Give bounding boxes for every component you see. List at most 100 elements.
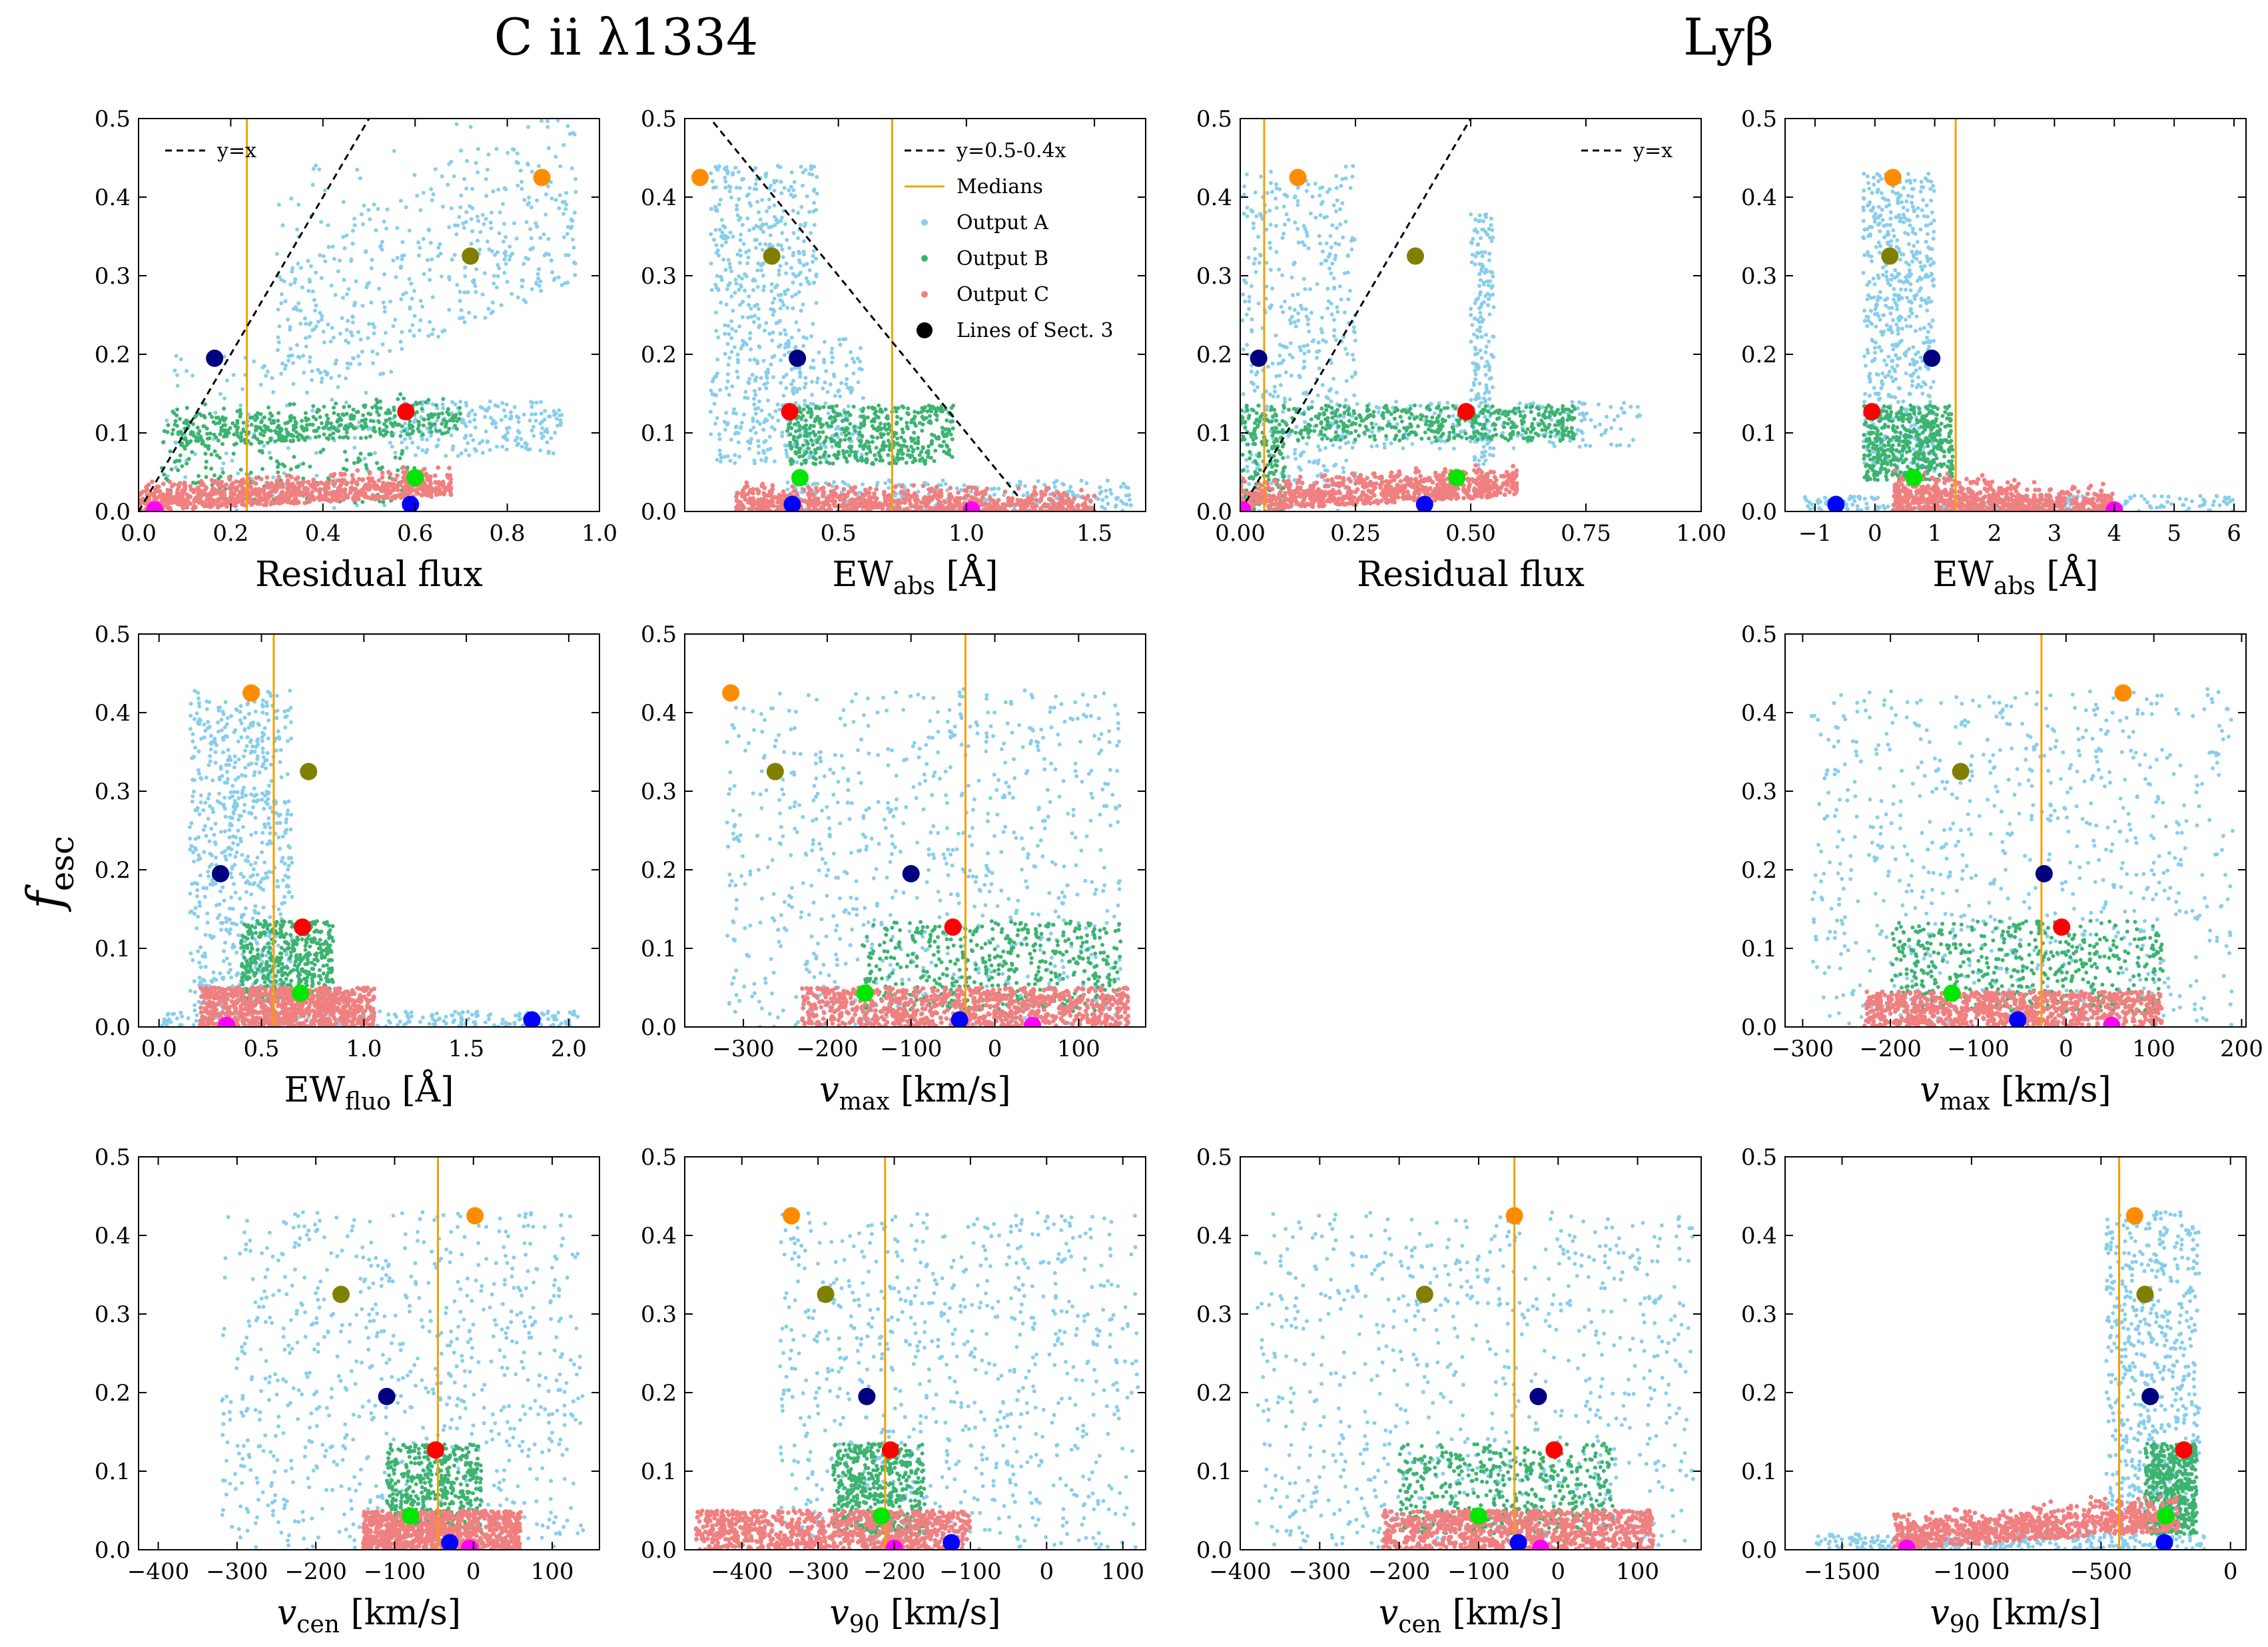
scatter-point-output-a [725, 454, 730, 458]
scatter-point-output-a [534, 400, 539, 405]
scatter-point-output-b [950, 437, 954, 442]
scatter-point-output-c [1016, 486, 1021, 491]
scatter-point-output-a [1245, 464, 1250, 469]
scatter-point-output-a [464, 400, 468, 405]
scatter-point-output-c [220, 489, 226, 494]
scatter-point-output-a [1060, 482, 1065, 486]
scatter-point-output-b [797, 424, 802, 428]
scatter-point-output-c [1030, 502, 1034, 507]
scatter-point-output-b [262, 424, 267, 428]
scatter-point-output-a [747, 248, 751, 253]
scatter-point-output-c [284, 486, 290, 491]
scatter-point-output-a [476, 218, 481, 223]
scatter-point-output-a [753, 246, 758, 250]
scatter-point-output-a [519, 437, 524, 442]
scatter-point-output-a [785, 480, 790, 485]
scatter-point-output-a [1342, 310, 1347, 315]
scatter-point-output-a [430, 402, 435, 406]
scatter-point-output-a [753, 431, 758, 436]
scatter-point-output-a [784, 261, 789, 266]
scatter-point-output-a [298, 308, 303, 313]
scatter-point-output-a [540, 420, 545, 424]
scatter-point-output-a [1268, 240, 1272, 245]
scatter-point-output-a [737, 260, 742, 265]
scatter-point-output-b [411, 429, 416, 434]
scatter-point-output-c [939, 488, 943, 493]
scatter-point-output-b [932, 459, 937, 464]
scatter-point-output-a [558, 421, 563, 426]
scatter-point-output-c [1070, 504, 1075, 509]
scatter-point-output-b [248, 470, 253, 475]
scatter-point-output-a [472, 418, 477, 422]
scatter-point-output-b [877, 415, 881, 420]
scatter-point-output-a [320, 376, 324, 381]
scatter-point-output-a [777, 408, 782, 412]
scatter-point-output-b [398, 392, 403, 396]
scatter-point-output-a [753, 412, 758, 416]
scatter-point-output-a [428, 278, 432, 282]
scatter-point-output-a [859, 452, 864, 457]
scatter-point-output-b [791, 434, 796, 439]
scatter-point-output-b [362, 425, 367, 430]
scatter-point-output-b [836, 413, 841, 418]
scatter-point-output-a [767, 205, 771, 210]
scatter-point-output-a [514, 236, 519, 241]
scatter-point-output-a [474, 267, 479, 272]
scatter-point-output-a [992, 492, 996, 497]
scatter-point-output-c [348, 490, 353, 495]
scatter-point-output-a [352, 436, 357, 440]
scatter-point-output-b [238, 412, 243, 416]
scatter-point-output-b [378, 406, 383, 410]
legend-label: Output B [956, 247, 1048, 270]
scatter-point-output-b [222, 434, 226, 439]
scatter-point-output-c [272, 484, 276, 490]
scatter-point-output-a [546, 451, 551, 456]
scatter-point-output-a [1084, 481, 1089, 486]
scatter-point-output-a [773, 222, 777, 227]
scatter-point-output-a [504, 414, 508, 419]
scatter-point-output-a [1296, 202, 1300, 207]
plot-area [691, 119, 1133, 511]
scatter-point-output-a [532, 434, 536, 438]
scatter-point-output-a [943, 482, 948, 486]
scatter-point-output-b [818, 460, 823, 465]
scatter-point-output-c [228, 483, 234, 488]
scatter-point-output-a [344, 292, 349, 296]
scatter-point-output-a [478, 247, 482, 252]
scatter-point-output-a [954, 486, 959, 491]
scatter-point-output-a [542, 253, 547, 258]
scatter-point-output-c [147, 497, 152, 503]
scatter-point-output-a [554, 155, 558, 159]
scatter-point-output-b [884, 416, 889, 420]
scatter-point-output-c [239, 497, 244, 502]
scatter-point-output-b [286, 430, 290, 435]
scatter-point-output-a [490, 300, 495, 305]
scatter-point-output-a [764, 386, 769, 390]
scatter-point-output-a [428, 268, 432, 272]
scatter-point-output-a [735, 207, 739, 212]
scatter-point-output-a [566, 224, 570, 229]
scatter-point-output-c [393, 478, 398, 482]
scatter-point-output-a [1318, 213, 1323, 218]
scatter-point-output-a [311, 166, 316, 171]
scatter-point-output-a [1334, 390, 1339, 395]
scatter-point-output-a [344, 328, 349, 332]
scatter-point-output-a [798, 223, 803, 227]
scatter-point-output-c [1052, 493, 1057, 498]
scatter-point-output-c [384, 491, 389, 496]
scatter-point-output-c [289, 474, 294, 480]
scatter-point-output-a [1334, 186, 1339, 190]
scatter-point-output-a [745, 342, 749, 347]
scatter-point-output-b [447, 426, 452, 431]
scatter-point-output-b [948, 432, 953, 437]
scatter-point-output-a [811, 254, 815, 258]
scatter-point-output-a [768, 233, 773, 238]
scatter-point-output-a [474, 290, 478, 294]
scatter-point-output-a [723, 179, 728, 184]
scatter-point-output-a [496, 404, 500, 409]
scatter-point-output-a [317, 167, 322, 172]
scatter-point-output-a [350, 228, 355, 233]
scatter-point-output-a [366, 208, 371, 212]
legend-label: Medians [956, 175, 1043, 198]
